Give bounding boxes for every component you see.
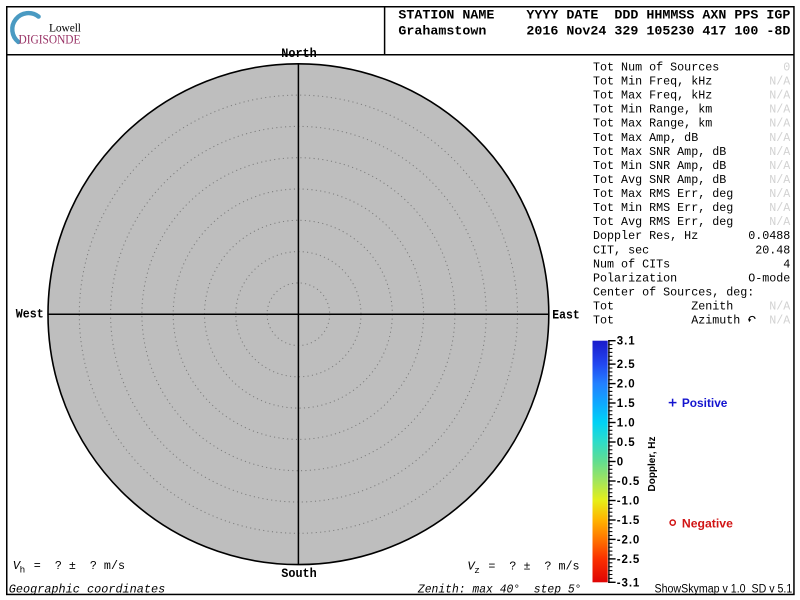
- svg-text:-3.1: -3.1: [617, 577, 640, 589]
- svg-text:ShowSkymap v 1.0 SD v 5.1: ShowSkymap v 1.0 SD v 5.1: [655, 583, 793, 595]
- svg-text:Doppler Res, Hz: Doppler Res, Hz: [593, 229, 698, 243]
- svg-text:N/A: N/A: [769, 89, 791, 103]
- svg-text:CIT, sec: CIT, sec: [593, 243, 649, 257]
- svg-text:Lowell: Lowell: [49, 23, 81, 35]
- svg-text:N/A: N/A: [769, 131, 791, 145]
- svg-text:Tot Avg SNR Amp, dB: Tot Avg SNR Amp, dB: [593, 173, 726, 187]
- svg-text:4: 4: [783, 257, 790, 271]
- svg-text:Grahamstown 2016 Nov24 329: Grahamstown 2016 Nov24 329 105230 417 10…: [398, 24, 790, 39]
- svg-text:Num of CITs: Num of CITs: [593, 257, 670, 271]
- svg-text:-0.5: -0.5: [617, 476, 640, 488]
- svg-text:-1.5: -1.5: [617, 515, 640, 527]
- svg-text:N/A: N/A: [769, 187, 791, 201]
- svg-text:V: V: [467, 560, 476, 574]
- svg-text:Tot Azimuth: Tot Azimuth: [593, 314, 740, 328]
- svg-text:N/A: N/A: [769, 103, 791, 117]
- svg-text:Doppler, Hz: Doppler, Hz: [647, 436, 658, 491]
- svg-text:Positive: Positive: [682, 398, 728, 410]
- svg-text:1.5: 1.5: [617, 398, 636, 410]
- svg-text:= ? ± ? m/s: = ? ± ? m/s: [488, 560, 579, 574]
- svg-text:Tot Max RMS Err, deg: Tot Max RMS Err, deg: [593, 187, 733, 201]
- svg-text:2.5: 2.5: [617, 359, 636, 371]
- svg-text:-2.0: -2.0: [617, 534, 640, 546]
- svg-text:N/A: N/A: [769, 215, 791, 229]
- svg-text:3.1: 3.1: [617, 336, 636, 348]
- svg-text:-2.5: -2.5: [617, 554, 640, 566]
- svg-text:N/A: N/A: [769, 117, 791, 131]
- svg-text:Tot Min Freq, kHz: Tot Min Freq, kHz: [593, 75, 712, 89]
- svg-text:Tot Max Amp, dB: Tot Max Amp, dB: [593, 131, 698, 145]
- svg-text:N/A: N/A: [769, 145, 791, 159]
- svg-text:Tot Avg RMS Err, deg: Tot Avg RMS Err, deg: [593, 215, 733, 229]
- svg-text:Zenith: max 40° step 5°: Zenith: max 40° step 5°: [417, 582, 582, 596]
- svg-text:Tot Max SNR Amp, dB: Tot Max SNR Amp, dB: [593, 145, 726, 159]
- svg-text:N/A: N/A: [769, 75, 791, 89]
- svg-text:Tot Num of Sources: Tot Num of Sources: [593, 61, 719, 75]
- svg-text:0: 0: [783, 61, 790, 75]
- svg-text:South: South: [281, 566, 317, 581]
- svg-text:Tot Min Range, km: Tot Min Range, km: [593, 103, 712, 117]
- svg-text:-1.0: -1.0: [617, 496, 640, 508]
- svg-text:= ? ± ? m/s: = ? ± ? m/s: [34, 559, 125, 573]
- svg-text:N/A: N/A: [769, 300, 791, 314]
- svg-text:STATION NAME YYYY DATE DDD: STATION NAME YYYY DATE DDD HHMMSS AXN PP…: [398, 7, 790, 22]
- svg-text:z: z: [474, 565, 480, 576]
- svg-text:Negative: Negative: [682, 519, 733, 531]
- svg-text:Geographic coordinates: Geographic coordinates: [9, 582, 166, 596]
- svg-text:h: h: [20, 565, 26, 576]
- svg-text:0.0488: 0.0488: [748, 229, 790, 243]
- svg-text:Polarization: Polarization: [593, 271, 677, 285]
- svg-text:1.0: 1.0: [617, 418, 636, 430]
- svg-text:West: West: [16, 307, 44, 322]
- svg-text:O-mode: O-mode: [748, 271, 790, 285]
- svg-text:20.48: 20.48: [755, 243, 790, 257]
- svg-text:2.0: 2.0: [617, 379, 636, 391]
- svg-text:Center of Sources, deg:: Center of Sources, deg:: [593, 286, 754, 300]
- svg-text:Tot Min RMS Err, deg: Tot Min RMS Err, deg: [593, 201, 733, 215]
- svg-text:East: East: [552, 307, 580, 322]
- svg-text:N/A: N/A: [769, 314, 791, 328]
- svg-text:N/A: N/A: [769, 201, 791, 215]
- svg-text:N/A: N/A: [769, 173, 791, 187]
- svg-text:V: V: [13, 559, 22, 573]
- svg-text:0: 0: [617, 457, 624, 469]
- svg-text:Tot Max Freq, kHz: Tot Max Freq, kHz: [593, 89, 712, 103]
- svg-text:N/A: N/A: [769, 159, 791, 173]
- svg-text:DIGISONDE: DIGISONDE: [19, 32, 81, 47]
- svg-text:Tot Max Range, km: Tot Max Range, km: [593, 117, 712, 131]
- svg-text:North: North: [281, 46, 317, 61]
- svg-text:Tot Zenith: Tot Zenith: [593, 300, 733, 314]
- svg-text:0.5: 0.5: [617, 437, 636, 449]
- svg-text:Tot Min SNR Amp, dB: Tot Min SNR Amp, dB: [593, 159, 726, 173]
